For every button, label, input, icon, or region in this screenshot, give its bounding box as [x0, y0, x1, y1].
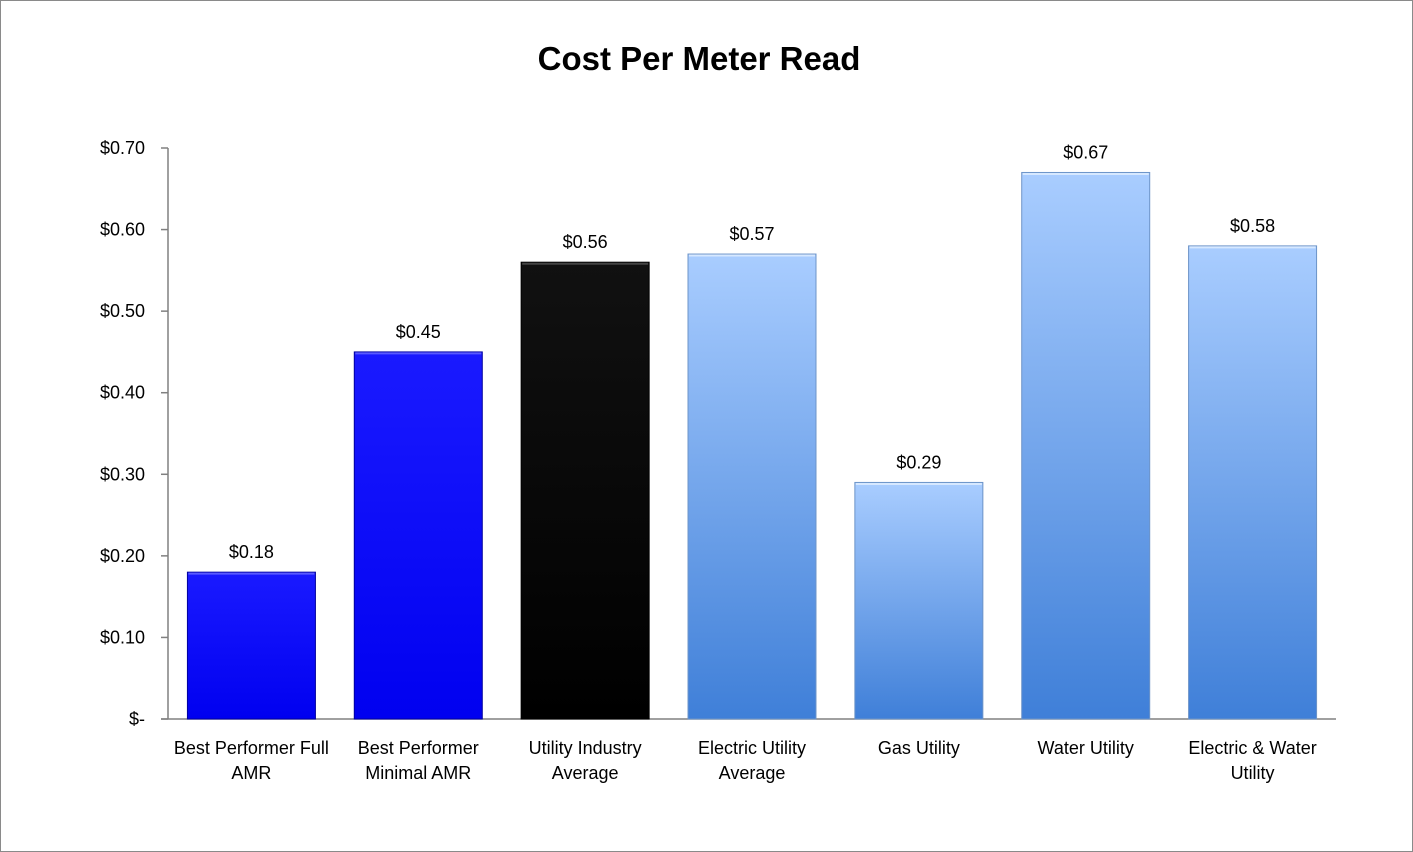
x-tick-label: Average	[719, 763, 786, 783]
bar	[1188, 245, 1318, 720]
y-tick-label: $-	[129, 709, 145, 729]
bar	[1021, 171, 1151, 720]
bar	[186, 571, 316, 720]
data-label: $0.29	[896, 452, 941, 472]
x-tick-label: Utility	[1231, 763, 1275, 783]
data-label: $0.57	[729, 224, 774, 244]
x-tick-label: Gas Utility	[878, 738, 960, 758]
chart-title: Cost Per Meter Read	[537, 40, 861, 77]
x-tick-label: Utility Industry	[529, 738, 642, 758]
x-tick-label: Water Utility	[1038, 738, 1134, 758]
x-tick-label: Minimal AMR	[365, 763, 471, 783]
x-tick-label: Electric & Water	[1188, 738, 1316, 758]
x-tick-label: Average	[552, 763, 619, 783]
x-tick-label: Best Performer	[358, 738, 479, 758]
data-label: $0.56	[563, 232, 608, 252]
bar	[854, 481, 984, 720]
y-tick-label: $0.70	[100, 138, 145, 158]
x-tick-label: AMR	[231, 763, 271, 783]
bars	[186, 171, 1318, 720]
bar	[520, 261, 650, 720]
y-tick-label: $0.40	[100, 383, 145, 403]
y-tick-label: $0.20	[100, 546, 145, 566]
data-label: $0.67	[1063, 142, 1108, 162]
y-tick-label: $0.10	[100, 627, 145, 647]
x-tick-label: Electric Utility	[698, 738, 806, 758]
bar	[687, 253, 817, 720]
data-label: $0.18	[229, 542, 274, 562]
bar	[353, 351, 483, 720]
data-label: $0.45	[396, 322, 441, 342]
y-tick-label: $0.50	[100, 301, 145, 321]
data-label: $0.58	[1230, 216, 1275, 236]
labels: $0.18 Best Performer Full AMR $0.45 Best Per…	[174, 142, 1317, 783]
y-tick-label: $0.30	[100, 464, 145, 484]
x-tick-label: Best Performer Full	[174, 738, 329, 758]
y-tick-label: $0.60	[100, 220, 145, 240]
